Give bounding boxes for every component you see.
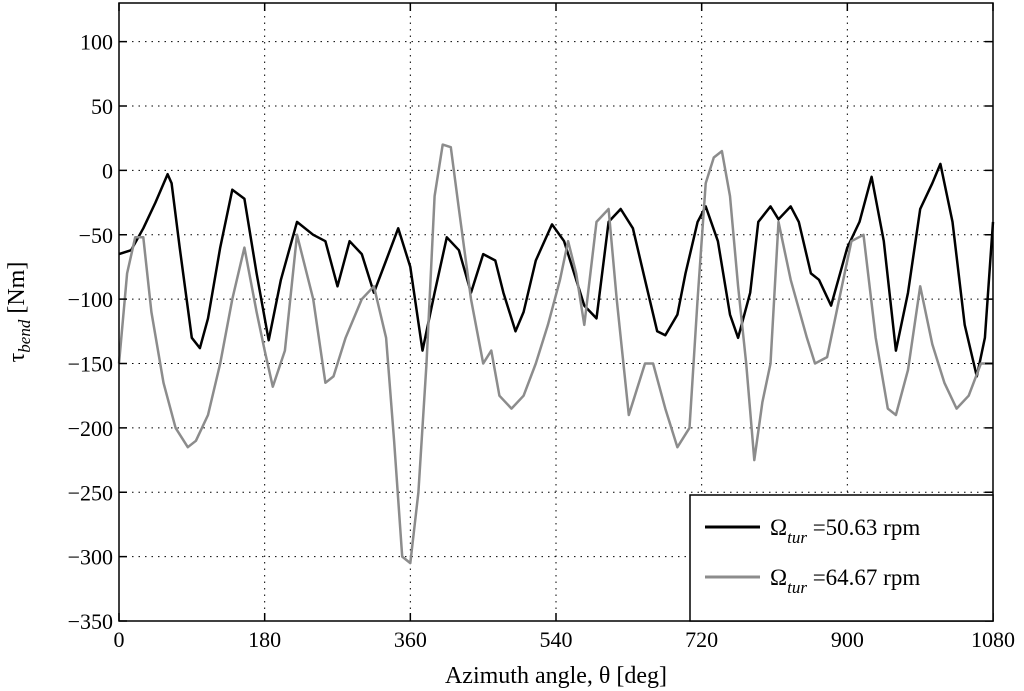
series-lines xyxy=(117,143,995,565)
y-tick-label: 50 xyxy=(91,94,113,119)
y-tick-label: −250 xyxy=(68,480,113,505)
y-axis-label-symbol: τ xyxy=(4,352,30,362)
y-tick-label: 100 xyxy=(80,30,113,55)
x-tick-label: 0 xyxy=(114,627,125,652)
x-tick-label: 360 xyxy=(394,627,427,652)
legend-entries: Ωtur =50.63 rpm Ωtur =64.67 rpm xyxy=(705,515,920,597)
series-line-1 xyxy=(118,162,995,378)
x-tick-label: 540 xyxy=(540,627,573,652)
x-tick-label: 720 xyxy=(685,627,718,652)
x-tick-label: 900 xyxy=(831,627,864,652)
axis-ticks: 0 180 360 540 720 900 1080 100 50 0 −50 −100 −150 −20… xyxy=(68,3,1015,652)
y-tick-label: −300 xyxy=(68,545,113,570)
y-axis-label-subscript: bend xyxy=(15,319,34,353)
y-tick-label: 0 xyxy=(102,158,113,183)
legend-label-1: Ωtur =50.63 rpm xyxy=(770,515,920,547)
legend: Ωtur =50.63 rpm Ωtur =64.67 rpm xyxy=(689,494,994,622)
series-line-2 xyxy=(117,143,993,565)
legend-box xyxy=(689,494,994,622)
y-tick-label: −150 xyxy=(68,352,113,377)
legend-label-2: Ωtur =64.67 rpm xyxy=(770,565,920,597)
y-axis-label: τbend [Nm] xyxy=(4,262,34,363)
x-axis-label: Azimuth angle, θ [deg] xyxy=(445,663,667,689)
y-tick-label: −50 xyxy=(79,223,113,248)
y-tick-label: −100 xyxy=(68,287,113,312)
y-tick-label: −350 xyxy=(68,609,113,634)
y-axis-label-unit: [Nm] xyxy=(4,262,30,320)
y-tick-label: −200 xyxy=(68,416,113,441)
x-tick-label: 180 xyxy=(248,627,281,652)
x-tick-label: 1080 xyxy=(971,627,1015,652)
